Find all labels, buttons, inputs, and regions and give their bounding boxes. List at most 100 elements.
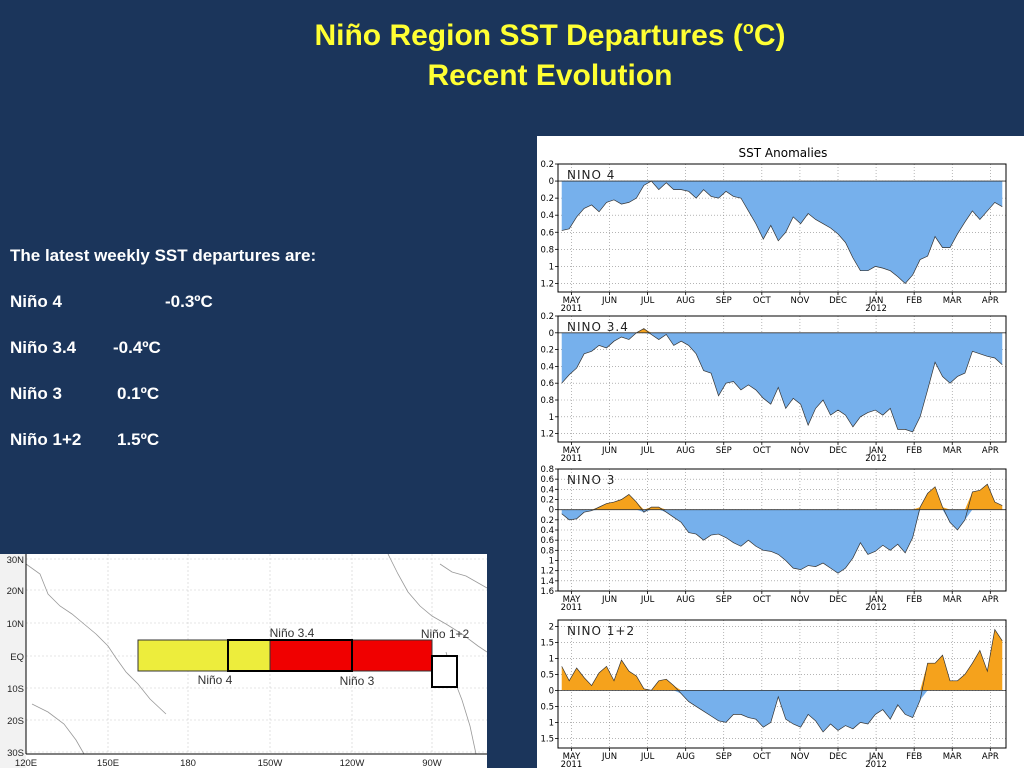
title-unit: C) — [753, 19, 786, 52]
chart-panel-1: 0.2 0 0.2 0.4 0.6 0.8 1 1.2 MAY JUN JUL AUG SEP OCT NO… — [540, 160, 1007, 314]
y-tick-label: 0.6 — [540, 228, 554, 238]
x-tick-label: SEP — [716, 296, 732, 306]
x-tick-label: FEB — [906, 752, 922, 762]
chart-title: SST Anomalies — [739, 146, 828, 160]
y-tick-label: 0.2 — [540, 516, 554, 526]
x-tick-label: JUN — [601, 296, 617, 306]
y-tick-label: 0.5 — [540, 702, 554, 712]
region-row-nino3: Niño 3 0.1ºC — [10, 384, 316, 407]
nino12-label: Niño 1+2 — [421, 627, 470, 641]
x-tick-label: JUL — [640, 296, 655, 306]
lat-label: 20S — [7, 716, 24, 727]
y-tick-label: 0.4 — [540, 362, 554, 372]
y-tick-label: 1.2 — [540, 567, 554, 577]
nino34-region — [227, 639, 353, 672]
x-tick-label: MAY — [563, 296, 581, 306]
x-year-label: 2012 — [865, 760, 887, 768]
x-tick-label: FEB — [906, 446, 922, 456]
y-tick-label: 0.6 — [540, 536, 554, 546]
coastline-australia — [31, 703, 85, 755]
y-tick-label: 0.2 — [540, 496, 554, 506]
y-tick-label: 0 — [549, 329, 554, 339]
y-tick-label: 0.4 — [540, 526, 554, 536]
y-tick-label: 1.5 — [540, 734, 554, 744]
y-tick-label: 1 — [549, 413, 554, 423]
negative-anomaly-area — [561, 690, 1003, 732]
title-degree: o — [742, 18, 754, 38]
x-tick-label: JAN — [868, 752, 884, 762]
slide-subtitle: Recent Evolution — [427, 59, 673, 92]
lat-label: 10N — [7, 619, 25, 630]
region-name: Niño 3 — [10, 384, 62, 403]
x-year-label: 2011 — [561, 304, 583, 314]
x-tick-label: NOV — [791, 595, 810, 605]
y-tick-label: 1 — [549, 557, 554, 567]
panel-label: NINO 4 — [567, 168, 615, 182]
x-tick-label: MAR — [943, 296, 962, 306]
region-value: 0.1ºC — [117, 384, 160, 403]
x-tick-label: AUG — [676, 752, 695, 762]
x-tick-label: MAR — [943, 752, 962, 762]
nino4-label: Niño 4 — [198, 673, 233, 687]
x-tick-label: JUL — [640, 446, 655, 456]
y-tick-label: 0.2 — [540, 312, 554, 322]
x-tick-label: APR — [982, 595, 999, 605]
x-tick-label: FEB — [906, 296, 922, 306]
sst-anomalies-chart: SST Anomalies 0.2 0 0.2 0.4 0.6 0.8 1 1.2 MAY JUN J… — [537, 136, 1024, 768]
panel-label: NINO 3 — [567, 473, 615, 487]
x-tick-label: SEP — [716, 595, 732, 605]
x-tick-label: MAY — [563, 752, 581, 762]
x-tick-label: JUN — [601, 595, 617, 605]
y-tick-label: 0.8 — [540, 546, 554, 556]
y-tick-label: 0.6 — [540, 379, 554, 389]
anomaly-series-line — [561, 628, 1003, 733]
x-tick-label: MAR — [943, 595, 962, 605]
plot-frame — [557, 163, 1007, 293]
x-tick-label: JAN — [868, 595, 884, 605]
x-tick-label: JUL — [640, 752, 655, 762]
x-tick-label: OCT — [753, 296, 772, 306]
x-tick-label: NOV — [791, 752, 810, 762]
x-tick-label: FEB — [906, 595, 922, 605]
region-row-nino12: Niño 1+2 1.5ºC — [10, 430, 316, 453]
region-value: -0.3ºC — [165, 292, 213, 311]
y-tick-label: 0.2 — [540, 160, 554, 170]
y-tick-label: 1 — [549, 718, 554, 728]
chart-panel-4: 2 1.5 1 0.5 0 0.5 1 1.5 MAY JUN JUL AUG SEP OCT NOV DEC… — [540, 619, 1007, 768]
negative-anomaly-area — [561, 181, 1003, 284]
y-tick-label: 0 — [549, 686, 554, 696]
title-text: Niño Region SST Departures ( — [314, 19, 743, 52]
y-tick-label: 0.8 — [540, 465, 554, 475]
region-name: Niño 4 — [10, 292, 62, 311]
nino3-label: Niño 3 — [340, 674, 375, 688]
region-value: -0.4ºC — [113, 338, 161, 357]
x-tick-label: DEC — [829, 296, 847, 306]
intro-text: The latest weekly SST departures are: — [10, 246, 317, 265]
title-main-line: Niño Region SST Departures (oC) — [240, 8, 860, 56]
y-tick-label: 1.5 — [540, 638, 554, 648]
nino34-label: Niño 3.4 — [270, 626, 315, 640]
x-tick-label: AUG — [676, 595, 695, 605]
coastline-central-america — [387, 554, 487, 653]
nino-regions-map: Niño 4 Niño 3.4 Niño 3 Niño 1+2 30N 20N 10N EQ 1… — [0, 554, 487, 768]
positive-anomaly-area — [561, 484, 1003, 510]
x-tick-label: MAY — [563, 595, 581, 605]
anomaly-series-line — [561, 180, 1003, 284]
map-lat-axis — [0, 554, 26, 768]
x-tick-label: DEC — [829, 595, 847, 605]
x-year-label: 2012 — [865, 603, 887, 613]
y-tick-label: 0.4 — [540, 211, 554, 221]
y-tick-label: 1.4 — [540, 577, 554, 587]
x-tick-label: JUN — [601, 752, 617, 762]
panel-label: NINO 3.4 — [567, 320, 629, 334]
x-year-label: 2011 — [561, 454, 583, 464]
region-value: 1.5ºC — [117, 430, 160, 449]
anomaly-series-line — [561, 328, 1003, 433]
panel-label: NINO 1+2 — [567, 624, 635, 638]
x-tick-label: APR — [982, 446, 999, 456]
x-tick-label: AUG — [676, 296, 695, 306]
y-tick-label: 1.2 — [540, 279, 554, 289]
positive-anomaly-area — [561, 629, 1003, 691]
